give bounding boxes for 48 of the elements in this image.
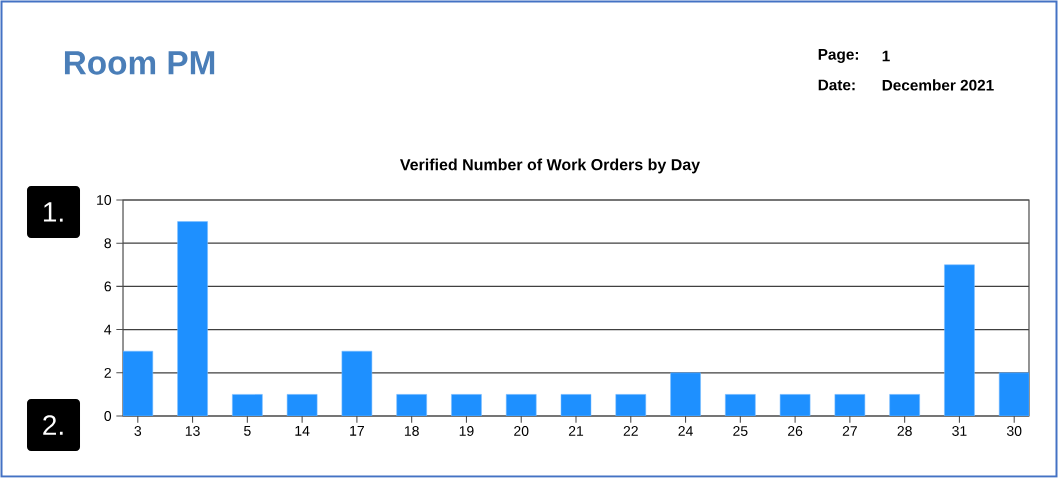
bar (615, 394, 647, 416)
bar (396, 394, 427, 416)
text: Page: (818, 49, 858, 63)
x-tick-label: 25 (733, 426, 748, 436)
x-tick-label: 22 (623, 426, 638, 436)
bar (670, 372, 701, 416)
bar (451, 394, 482, 416)
chart-title: Verified Number of Work Orders by Day (399, 158, 700, 174)
bar (834, 394, 866, 416)
bar (505, 394, 537, 416)
text: Room PM (64, 51, 215, 75)
x-tick-label: 20 (514, 426, 529, 436)
bar (779, 394, 811, 416)
x-tick-label: 18 (404, 426, 419, 436)
y-tick-label: 10 (97, 195, 112, 205)
text: 1 (882, 50, 890, 62)
x-tick-label: 13 (185, 426, 200, 436)
x-tick-label: 5 (244, 426, 251, 436)
y-tick-label: 6 (104, 281, 112, 292)
x-tick-label: 24 (678, 426, 693, 436)
bar (889, 394, 920, 416)
y-tick-label: 0 (104, 411, 112, 421)
x-tick-label: 19 (459, 426, 474, 436)
y-tick-label: 8 (104, 238, 112, 249)
text: 2. (43, 415, 63, 435)
x-tick-label: 14 (295, 426, 310, 436)
x-tick-label: 26 (788, 426, 803, 436)
bar (341, 350, 373, 416)
bar (123, 350, 154, 416)
x-tick-label: 17 (350, 426, 364, 436)
x-tick-label: 21 (568, 426, 584, 436)
bar (177, 221, 208, 416)
text: 1. (43, 202, 63, 222)
text: Date: (818, 79, 855, 91)
y-tick-label: 2 (104, 367, 111, 378)
x-tick-label: 27 (842, 426, 857, 436)
bar (286, 394, 318, 416)
x-tick-label: 28 (897, 426, 912, 436)
x-tick-label: 30 (1006, 426, 1022, 436)
x-tick-label: 3 (134, 426, 142, 436)
bar (232, 394, 263, 416)
bar (944, 264, 975, 416)
bar (998, 372, 1029, 416)
x-tick-label: 31 (952, 426, 967, 436)
bar (725, 394, 756, 416)
bar (560, 394, 592, 416)
y-tick-label: 4 (104, 324, 112, 335)
text: December 2021 (882, 79, 994, 91)
